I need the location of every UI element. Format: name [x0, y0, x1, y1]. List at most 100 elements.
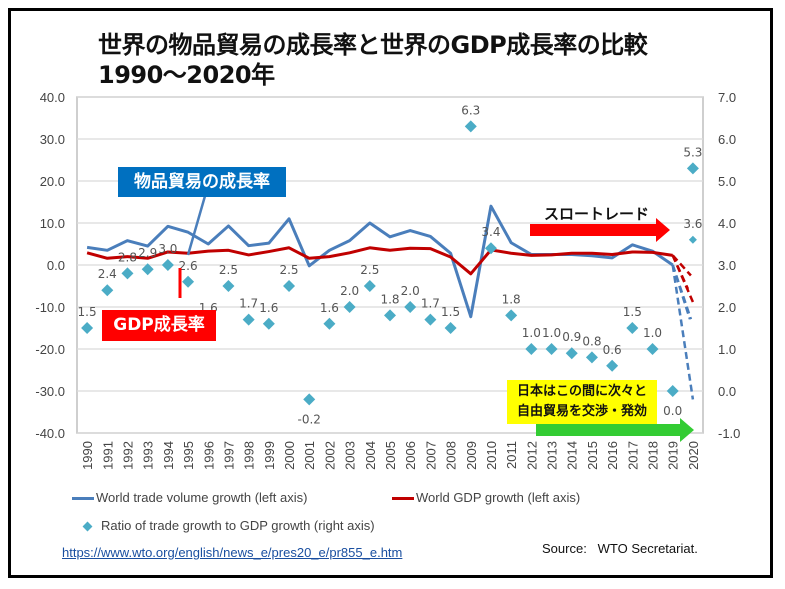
x-axis-tick-label: 2019 — [666, 441, 681, 470]
ratio-data-label: 2.5 — [279, 263, 298, 277]
ratio-point — [545, 343, 558, 355]
japan-arrow-shaft — [536, 424, 682, 436]
ratio-point — [384, 309, 396, 322]
right-axis-tick-label: 5.0 — [718, 174, 736, 189]
right-axis-tick-label: 3.0 — [718, 258, 736, 273]
right-axis-tick-label: 6.0 — [718, 132, 736, 147]
right-axis-tick-label: 7.0 — [718, 90, 736, 105]
x-axis-tick-label: 2016 — [605, 441, 620, 470]
ratio-data-label: 3.0 — [158, 242, 177, 256]
gdp-callout: GDP成長率 — [102, 310, 216, 341]
ratio-data-label: 3.4 — [481, 225, 500, 239]
legend-trade: World trade volume growth (left axis) — [72, 490, 307, 505]
ratio-point — [283, 280, 296, 292]
x-axis-tick-label: 2014 — [565, 441, 580, 470]
x-axis-tick-label: 2007 — [423, 441, 438, 470]
ratio-data-label: 1.0 — [643, 326, 662, 340]
right-axis-tick-label: 1.0 — [718, 342, 736, 357]
ratio-data-label: 1.6 — [320, 301, 339, 315]
ratio-point-2020-alt — [688, 235, 697, 244]
ratio-data-label: 2.6 — [179, 259, 198, 273]
slow-trade-arrow-shaft — [530, 224, 658, 236]
ratio-point — [505, 309, 518, 322]
trade-callout-connector — [186, 195, 207, 256]
ratio-point — [686, 162, 699, 175]
ratio-data-label: 2.8 — [118, 250, 137, 264]
ratio-point — [666, 385, 679, 397]
x-axis-tick-label: 2015 — [585, 441, 600, 470]
ratio-point — [464, 120, 477, 133]
ratio-point — [182, 275, 195, 288]
slow-trade-arrow-head — [656, 218, 670, 242]
trade-projection-2020 — [671, 264, 692, 320]
x-axis-tick-label: 1991 — [100, 441, 115, 470]
left-axis-tick-label: -20.0 — [35, 342, 65, 357]
x-axis-tick-label: 1999 — [262, 441, 277, 470]
x-axis-tick-label: 2009 — [464, 441, 479, 470]
x-axis-tick-label: 2018 — [646, 441, 661, 470]
ratio-point — [242, 313, 255, 326]
ratio-point — [484, 242, 497, 255]
x-axis-tick-label: 2003 — [343, 441, 358, 470]
left-axis-tick-label: 40.0 — [40, 90, 65, 105]
ratio-data-label: 6.3 — [461, 103, 480, 117]
right-axis-tick-label: 4.0 — [718, 216, 736, 231]
x-axis-tick-label: 1994 — [161, 441, 176, 470]
ratio-data-label: 1.7 — [421, 297, 440, 311]
left-axis-tick-label: 0.0 — [47, 258, 65, 273]
ratio-point — [404, 301, 417, 313]
x-axis-tick-label: 2020 — [686, 441, 701, 470]
ratio-point — [424, 313, 437, 326]
legend-trade-label: World trade volume growth (left axis) — [96, 490, 308, 505]
ratio-data-label: 0.0 — [663, 404, 682, 418]
japan-note-line-2: 自由貿易を交渉・発効 — [516, 404, 647, 419]
left-axis-tick-label: 30.0 — [40, 132, 65, 147]
x-axis-tick-label: 2001 — [302, 441, 317, 470]
legend-gdp: World GDP growth (left axis) — [392, 490, 580, 505]
ratio-data-label: 1.7 — [239, 297, 258, 311]
source-link[interactable]: https://www.wto.org/english/news_e/pres2… — [62, 545, 403, 560]
right-axis-tick-label: -1.0 — [718, 426, 740, 441]
trade-projection-2020 — [671, 264, 695, 400]
x-axis-tick-label: 2006 — [403, 441, 418, 470]
ratio-data-label: 3.6 — [683, 217, 702, 231]
ratio-point — [525, 343, 538, 355]
ratio-data-label: 1.5 — [78, 305, 97, 319]
ratio-data-label: 5.3 — [683, 145, 702, 159]
ratio-data-label: 2.0 — [340, 284, 359, 298]
left-axis-ticks: 40.0 30.0 20.0 10.0 0.0 -10.0 -20.0 -30.0 -40.0 — [35, 90, 65, 441]
chart-title: 世界の物品貿易の成長率と世界のGDP成長率の比較 1990〜2020年 — [98, 30, 648, 90]
japan-note: 日本はこの間に次々と 自由貿易を交渉・発効 — [507, 380, 657, 424]
x-axis-tick-label: 1997 — [221, 441, 236, 470]
slow-trade-label: スロートレード — [544, 205, 650, 223]
legend-trade-swatch — [72, 497, 94, 501]
ratio-point — [121, 267, 134, 280]
ratio-point — [606, 359, 619, 372]
ratio-point — [303, 393, 316, 406]
right-axis-tick-label: 0.0 — [718, 384, 736, 399]
japan-arrow-head — [680, 418, 694, 442]
japan-note-line-1: 日本はこの間に次々と — [516, 384, 647, 399]
ratio-data-label: 1.8 — [502, 292, 521, 306]
trade-callout: 物品貿易の成長率 — [118, 167, 286, 197]
left-axis-tick-label: -10.0 — [35, 300, 65, 315]
ratio-data-label: 0.9 — [562, 330, 581, 344]
legend-gdp-swatch — [392, 497, 414, 501]
x-axis-tick-label: 2012 — [524, 441, 539, 470]
ratio-point — [222, 280, 235, 292]
ratio-point — [262, 317, 275, 330]
source-credit: Source: WTO Secretariat. — [542, 541, 698, 556]
ratio-data-label: 0.8 — [582, 334, 601, 348]
x-axis-tick-label: 2004 — [363, 441, 378, 470]
ratio-data-label: 1.0 — [522, 326, 541, 340]
x-axis-tick-label: 1990 — [80, 441, 95, 470]
ratio-data-label: 2.5 — [360, 263, 379, 277]
ratio-point — [565, 347, 578, 360]
ratio-data-label: -0.2 — [298, 412, 321, 426]
legend-gdp-label: World GDP growth (left axis) — [416, 490, 581, 505]
legend-ratio-marker — [82, 521, 93, 532]
x-axis-tick-label: 1993 — [141, 441, 156, 470]
ratio-data-label: 2.9 — [138, 246, 157, 260]
ratio-data-label: 0.6 — [603, 343, 622, 357]
x-axis-tick-label: 2008 — [444, 441, 459, 470]
